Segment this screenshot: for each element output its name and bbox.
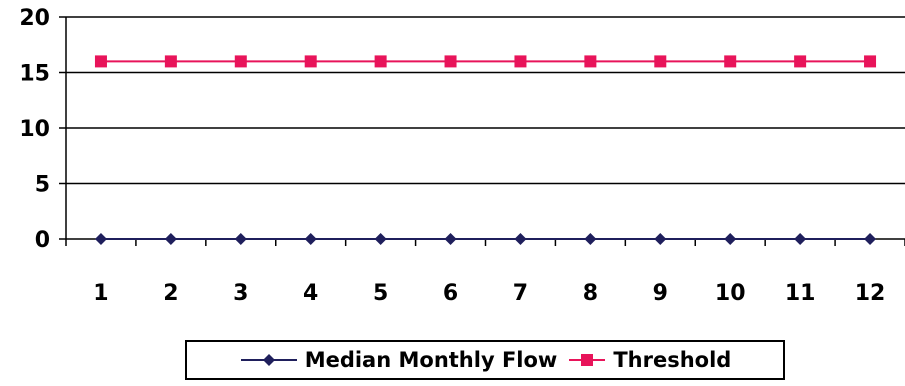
x-tick-label-4: 4 <box>303 281 318 306</box>
y-tick-label-5: 5 <box>35 173 50 198</box>
legend-entry-threshold: Threshold <box>567 348 731 372</box>
data-point-threshold-3 <box>234 55 247 68</box>
data-point-median-monthly-flow-10 <box>724 233 737 245</box>
data-point-threshold-5 <box>374 55 387 68</box>
data-point-threshold-6 <box>444 55 457 68</box>
x-tick-labels: 1 2 3 4 5 6 7 8 9 10 11 12 <box>93 281 885 306</box>
data-point-threshold-8 <box>584 55 597 68</box>
data-point-threshold-10 <box>724 55 737 68</box>
data-point-median-monthly-flow-9 <box>654 233 667 245</box>
x-tick-label-11: 11 <box>785 281 816 306</box>
x-tick-label-1: 1 <box>93 281 108 306</box>
legend: Median Monthly Flow Threshold <box>185 340 785 380</box>
x-tick-label-6: 6 <box>443 281 458 306</box>
data-point-median-monthly-flow-8 <box>584 233 597 245</box>
data-point-median-monthly-flow-3 <box>234 233 247 245</box>
axes <box>59 16 905 246</box>
data-point-threshold-7 <box>514 55 527 68</box>
data-point-median-monthly-flow-2 <box>164 233 177 245</box>
data-point-median-monthly-flow-1 <box>94 233 107 245</box>
x-tick-label-9: 9 <box>653 281 668 306</box>
x-tick-label-12: 12 <box>855 281 886 306</box>
y-tick-label-0: 0 <box>35 228 50 253</box>
y-tick-label-20: 20 <box>19 6 50 31</box>
data-point-median-monthly-flow-12 <box>864 233 877 245</box>
gridlines <box>66 16 905 185</box>
data-point-threshold-1 <box>94 55 107 68</box>
legend-label-threshold: Threshold <box>613 348 732 372</box>
y-tick-label-10: 10 <box>19 117 50 142</box>
data-point-median-monthly-flow-11 <box>794 233 807 245</box>
data-point-threshold-11 <box>794 55 807 68</box>
x-tick-label-7: 7 <box>513 281 528 306</box>
data-point-median-monthly-flow-7 <box>514 233 527 245</box>
x-tick-label-3: 3 <box>233 281 248 306</box>
data-point-threshold-4 <box>304 55 317 68</box>
data-point-threshold-9 <box>654 55 667 68</box>
legend-marker-diamond-icon <box>240 354 297 366</box>
data-point-threshold-12 <box>864 55 877 68</box>
x-tick-label-5: 5 <box>373 281 388 306</box>
data-point-median-monthly-flow-4 <box>304 233 317 245</box>
x-tick-label-8: 8 <box>583 281 598 306</box>
x-tick-label-10: 10 <box>715 281 746 306</box>
y-tick-label-15: 15 <box>19 62 50 87</box>
legend-marker-square-icon <box>569 354 606 366</box>
data-point-threshold-2 <box>164 55 177 68</box>
x-tick-label-2: 2 <box>163 281 178 306</box>
y-tick-labels: 0 5 10 15 20 <box>19 6 50 253</box>
data-point-median-monthly-flow-6 <box>444 233 457 245</box>
data-point-median-monthly-flow-5 <box>374 233 387 245</box>
series-group <box>94 55 877 245</box>
legend-label-median-monthly-flow: Median Monthly Flow <box>304 348 558 372</box>
legend-entry-median-monthly-flow: Median Monthly Flow <box>239 348 558 372</box>
